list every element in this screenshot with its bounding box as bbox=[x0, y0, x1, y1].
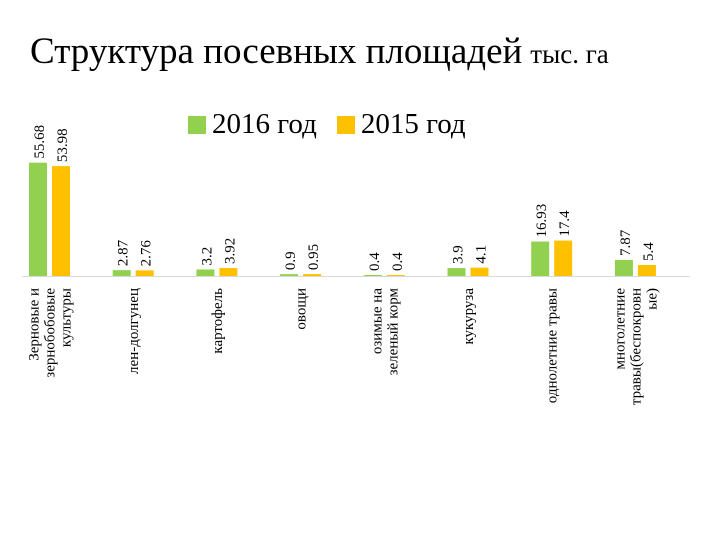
data-label-2016-4: 0.4 bbox=[367, 252, 383, 271]
data-label-2016-3: 0.9 bbox=[283, 251, 299, 270]
bar-2016-1 bbox=[112, 270, 131, 276]
data-label-2016-7: 7.87 bbox=[618, 229, 634, 256]
category-label-line: зернобобовые bbox=[43, 288, 59, 378]
category-label-line: культуры bbox=[59, 288, 75, 347]
category-label-line: овощи bbox=[294, 288, 310, 330]
category-label-0: Зерновые изернобобовыекультуры bbox=[27, 288, 75, 378]
bar-2016-4 bbox=[363, 275, 382, 276]
legend: 2016 год 2015 год bbox=[188, 108, 486, 141]
data-label-2016-0: 55.68 bbox=[32, 125, 48, 159]
chart-title: Структура посевных площадей тыс. га bbox=[30, 30, 609, 73]
legend-swatch-2015 bbox=[336, 115, 355, 134]
legend-swatch-2016 bbox=[188, 115, 206, 134]
data-label-2015-7: 5.4 bbox=[641, 242, 657, 261]
category-label-4: озимые назеленый корм bbox=[369, 287, 401, 375]
bar-2015-6 bbox=[554, 240, 573, 276]
data-label-2016-5: 3.9 bbox=[451, 245, 467, 264]
category-label-1: лен-долгунец bbox=[126, 288, 142, 374]
category-label-2: картофель bbox=[210, 288, 226, 354]
bar-2016-6 bbox=[531, 241, 550, 276]
bar-2016-2 bbox=[196, 269, 215, 276]
category-label-5: кукуруза bbox=[461, 288, 477, 345]
chart-title-main: Структура посевных площадей bbox=[30, 31, 523, 72]
category-label-line: кукуруза bbox=[461, 288, 477, 345]
legend-label-2016: 2016 год bbox=[212, 108, 317, 140]
bar-2015-2 bbox=[219, 268, 238, 276]
bar-2015-1 bbox=[135, 270, 154, 276]
bar-2016-0 bbox=[29, 162, 47, 276]
category-label-line: лен-долгунец bbox=[126, 288, 142, 374]
data-label-2015-6: 17.4 bbox=[557, 210, 573, 237]
bar-2016-5 bbox=[447, 268, 466, 276]
category-label-line: зеленый корм bbox=[385, 287, 401, 375]
category-label-line: картофель bbox=[210, 288, 226, 354]
bar-2016-3 bbox=[280, 274, 299, 276]
data-label-2015-3: 0.95 bbox=[306, 244, 322, 270]
chart-title-unit: тыс. га bbox=[530, 39, 609, 69]
data-label-2016-2: 3.2 bbox=[199, 247, 215, 266]
category-label-line: озимые на bbox=[369, 288, 385, 354]
bar-2015-0 bbox=[52, 166, 70, 276]
category-label-line: многолетние bbox=[612, 288, 628, 370]
bar-2015-3 bbox=[303, 274, 322, 276]
legend-item-2016: 2016 год bbox=[188, 108, 317, 141]
bar-2015-4 bbox=[386, 275, 405, 276]
data-label-2015-1: 2.76 bbox=[139, 240, 155, 267]
category-label-line: однолетние травы bbox=[545, 288, 561, 403]
data-label-2015-4: 0.4 bbox=[390, 252, 406, 271]
category-label-line: травы(беспокровн bbox=[628, 288, 644, 405]
data-label-2015-5: 4.1 bbox=[474, 245, 490, 264]
category-label-3: овощи bbox=[294, 288, 310, 330]
legend-item-2015: 2015 год bbox=[336, 108, 466, 141]
category-label-line: Зерновые и bbox=[27, 288, 43, 361]
bar-2015-7 bbox=[637, 265, 656, 276]
legend-label-2015: 2015 год bbox=[360, 108, 466, 140]
category-label-line: ые) bbox=[644, 288, 660, 310]
data-label-2016-1: 2.87 bbox=[116, 239, 132, 266]
category-label-7: многолетниетравы(беспокровные) bbox=[612, 288, 660, 405]
data-label-2016-6: 16.93 bbox=[534, 204, 550, 238]
data-label-2015-0: 53.98 bbox=[55, 128, 71, 162]
bar-2015-5 bbox=[470, 267, 489, 276]
category-label-6: однолетние травы bbox=[545, 288, 561, 403]
data-label-2015-2: 3.92 bbox=[222, 238, 238, 264]
bar-2016-7 bbox=[614, 259, 633, 276]
